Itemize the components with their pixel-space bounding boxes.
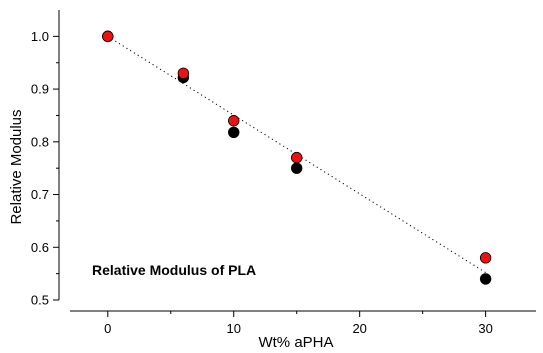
black-data-point (291, 162, 303, 174)
x-tick-label: 10 (226, 321, 240, 336)
data-points (102, 30, 492, 285)
y-axis-label: Relative Modulus (8, 109, 25, 224)
y-tick-label: 1.0 (31, 29, 49, 44)
y-tick-label: 0.9 (31, 82, 49, 97)
x-tick-label: 30 (478, 321, 492, 336)
x-tick-label: 0 (104, 321, 111, 336)
y-tick-label: 0.6 (31, 240, 49, 255)
axes: 0.5 0.6 0.7 0.8 0.9 1.0 0 10 20 30 (31, 10, 536, 336)
chart-annotation: Relative Modulus of PLA (92, 262, 256, 278)
red-data-point (291, 151, 303, 164)
y-tick-label: 0.5 (31, 293, 49, 308)
red-data-point (228, 115, 240, 127)
red-data-point (102, 30, 114, 43)
red-data-point (177, 67, 190, 79)
black-data-point (228, 126, 240, 139)
black-data-point (479, 273, 492, 285)
y-tick-label: 0.8 (31, 134, 49, 149)
y-tick-label: 0.7 (31, 187, 49, 202)
red-data-point (479, 252, 492, 264)
x-axis-label: Wt% aPHA (258, 334, 333, 351)
x-tick-label: 20 (352, 321, 366, 336)
